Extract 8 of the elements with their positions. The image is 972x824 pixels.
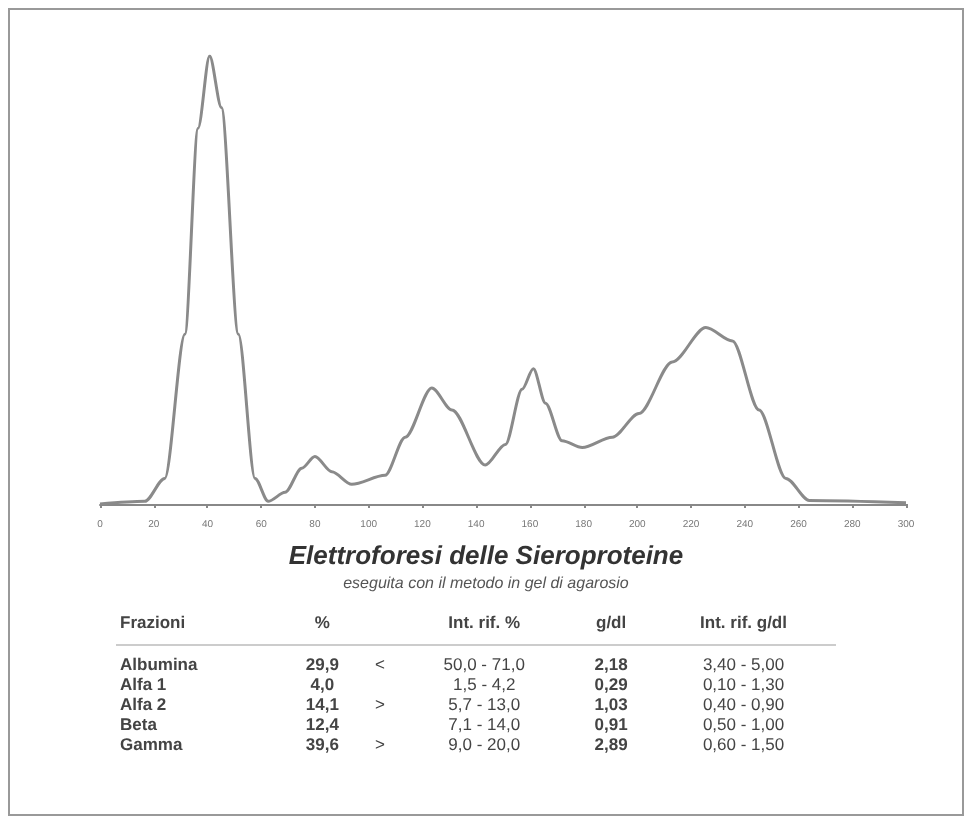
text: Gamma 39,6 > 9,0 - 20,0 2,89 0,60 - 1,50 [120, 734, 785, 754]
text: Alfa 2 14,1 > 5,7 - 13,0 1,03 0,40 - 0,90 [120, 694, 785, 714]
text: Alfa 1 4,0 1,5 - 4,2 0,29 0,10 - 1,30 [120, 674, 785, 694]
text: Beta 12,4 7,1 - 14,0 0,91 0,50 - 1,00 [120, 714, 785, 734]
text: Frazioni % Int. rif. % g/dl Int. rif. g/dl [120, 612, 787, 632]
text: eseguita con il metodo in gel di agarosio [341, 574, 631, 592]
text: Elettroforesi delle Sieroproteine [286, 540, 686, 570]
text: Albumina 29,9 < 50,0 - 71,0 2,18 3,40 - 5,00 [120, 654, 785, 674]
